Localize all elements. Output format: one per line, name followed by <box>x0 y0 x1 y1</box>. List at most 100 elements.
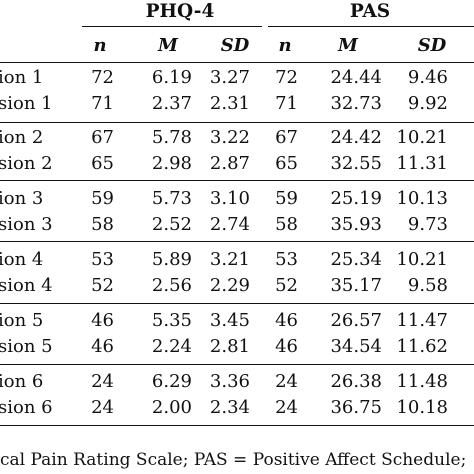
cell-sd1: 2.87 <box>209 153 250 174</box>
cell-m1: 5.89 <box>151 249 192 270</box>
col-header-sd1: SD <box>220 35 250 56</box>
cell-n2: 71 <box>275 93 298 114</box>
cell-sd2: 10.18 <box>396 397 448 418</box>
cell-label: ion 2 <box>0 127 44 148</box>
cell-n2: 52 <box>275 275 298 296</box>
cell-label: sion 3 <box>0 214 53 235</box>
cell-n2: 53 <box>275 249 298 270</box>
header-rule <box>0 62 474 63</box>
cell-label: sion 6 <box>0 397 53 418</box>
col-header-sd2: SD <box>417 35 447 56</box>
cell-n2: 46 <box>275 310 298 331</box>
cell-n1: 59 <box>91 188 114 209</box>
cell-sd2: 11.48 <box>396 371 448 392</box>
cell-m2: 25.34 <box>330 249 382 270</box>
cell-n1: 46 <box>91 336 114 357</box>
cell-label: ion 5 <box>0 310 44 331</box>
cell-sd1: 3.45 <box>209 310 250 331</box>
cell-sd2: 9.73 <box>407 214 448 235</box>
cell-sd2: 10.13 <box>396 188 448 209</box>
cell-n1: 72 <box>91 67 114 88</box>
group-header-phq4: PHQ-4 <box>145 1 215 22</box>
cell-sd1: 2.81 <box>209 336 250 357</box>
cell-m2: 26.57 <box>330 310 382 331</box>
cell-n2: 24 <box>275 397 298 418</box>
cell-sd2: 11.47 <box>396 310 448 331</box>
cell-m2: 35.17 <box>330 275 382 296</box>
cell-sd2: 10.21 <box>396 249 448 270</box>
cell-m1: 5.78 <box>151 127 192 148</box>
cell-m1: 5.35 <box>151 310 192 331</box>
group-underline-pas <box>268 26 474 27</box>
cell-n2: 59 <box>275 188 298 209</box>
cell-sd1: 3.21 <box>209 249 250 270</box>
col-header-m2: M <box>338 35 358 56</box>
cell-n1: 58 <box>91 214 114 235</box>
group-separator-5 <box>0 364 474 365</box>
cell-sd2: 9.58 <box>407 275 448 296</box>
cell-sd1: 2.29 <box>209 275 250 296</box>
cell-label: sion 1 <box>0 93 53 114</box>
group-separator-4 <box>0 303 474 304</box>
cell-m1: 5.73 <box>151 188 192 209</box>
cell-sd1: 2.31 <box>209 93 250 114</box>
cell-sd1: 2.34 <box>209 397 250 418</box>
cell-label: sion 2 <box>0 153 53 174</box>
cell-label: ion 1 <box>0 67 44 88</box>
cell-n2: 46 <box>275 336 298 357</box>
cell-sd1: 3.10 <box>209 188 250 209</box>
cell-label: sion 4 <box>0 275 53 296</box>
cell-sd2: 10.21 <box>396 127 448 148</box>
cell-m1: 2.98 <box>151 153 192 174</box>
cell-sd1: 2.74 <box>209 214 250 235</box>
cell-n1: 53 <box>91 249 114 270</box>
group-header-pas: PAS <box>349 1 391 22</box>
cell-m1: 2.52 <box>151 214 192 235</box>
cell-m2: 36.75 <box>330 397 382 418</box>
cell-sd1: 3.36 <box>209 371 250 392</box>
cell-label: ion 6 <box>0 371 44 392</box>
cell-sd1: 3.22 <box>209 127 250 148</box>
col-header-m1: M <box>158 35 178 56</box>
group-separator-2 <box>0 180 474 181</box>
cell-n2: 65 <box>275 153 298 174</box>
cell-m2: 24.44 <box>330 67 382 88</box>
cell-sd2: 9.46 <box>407 67 448 88</box>
cell-m1: 6.29 <box>151 371 192 392</box>
cell-n2: 72 <box>275 67 298 88</box>
cell-m2: 26.38 <box>330 371 382 392</box>
cell-n2: 67 <box>275 127 298 148</box>
cell-n2: 58 <box>275 214 298 235</box>
cell-m1: 2.00 <box>151 397 192 418</box>
group-separator-1 <box>0 122 474 123</box>
cell-m2: 34.54 <box>330 336 382 357</box>
cell-m2: 32.55 <box>330 153 382 174</box>
cell-n1: 46 <box>91 310 114 331</box>
cell-n1: 52 <box>91 275 114 296</box>
cell-label: ion 4 <box>0 249 44 270</box>
cell-m2: 24.42 <box>330 127 382 148</box>
cell-n2: 24 <box>275 371 298 392</box>
col-header-n2: n <box>278 35 292 56</box>
cell-n1: 71 <box>91 93 114 114</box>
table-bottom-rule <box>0 425 474 426</box>
cell-sd2: 11.31 <box>396 153 448 174</box>
cell-m1: 2.24 <box>151 336 192 357</box>
cell-m2: 35.93 <box>330 214 382 235</box>
cell-sd2: 11.62 <box>396 336 448 357</box>
cell-label: ion 3 <box>0 188 44 209</box>
cell-m1: 2.56 <box>151 275 192 296</box>
group-underline-phq4 <box>82 26 262 27</box>
cell-n1: 67 <box>91 127 114 148</box>
cell-sd1: 3.27 <box>209 67 250 88</box>
cell-m1: 2.37 <box>151 93 192 114</box>
cell-m1: 6.19 <box>151 67 192 88</box>
cell-n1: 24 <box>91 397 114 418</box>
col-header-n1: n <box>93 35 107 56</box>
table-footnote: cal Pain Rating Scale; PAS = Positive Af… <box>0 452 467 469</box>
cell-m2: 32.73 <box>330 93 382 114</box>
cell-label: sion 5 <box>0 336 53 357</box>
cell-n1: 65 <box>91 153 114 174</box>
cell-sd2: 9.92 <box>407 93 448 114</box>
